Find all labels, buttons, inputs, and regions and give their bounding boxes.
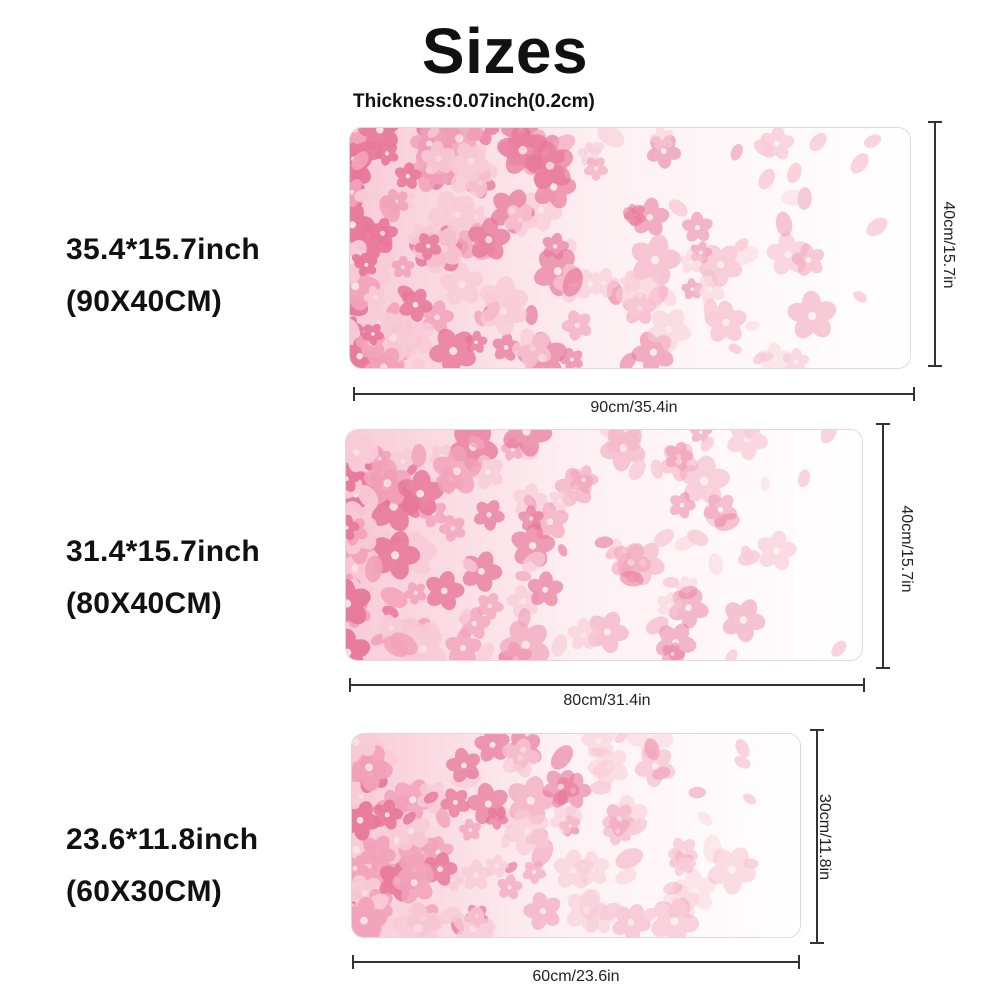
- size-cm: (90X40CM): [66, 285, 223, 318]
- width-dimension-line: [349, 678, 865, 692]
- width-dimension-line: [353, 387, 915, 401]
- size-cm: (60X30CM): [66, 875, 223, 908]
- thickness-label: Thickness:0.07inch(0.2cm): [353, 91, 595, 112]
- size-label-small: 23.6*11.8inch (60X30CM): [66, 814, 258, 918]
- mousepad-image-medium: [346, 430, 862, 660]
- height-dimension-line: [810, 729, 824, 944]
- size-label-large: 35.4*15.7inch (90X40CM): [66, 224, 260, 328]
- height-dimension-line: [876, 423, 890, 669]
- cherry-blossom-pattern: [346, 430, 862, 660]
- size-inch: 23.6*11.8inch: [66, 823, 259, 856]
- size-inch: 35.4*15.7inch: [66, 233, 261, 266]
- size-cm: (80X40CM): [66, 587, 223, 620]
- mousepad-image-small: [352, 734, 800, 937]
- mousepad-image-large: [350, 128, 910, 368]
- width-dimension-label: 80cm/31.4in: [563, 692, 651, 709]
- height-dimension-label: 30cm/11.8in: [816, 794, 833, 880]
- height-dimension-label: 40cm/15.7in: [898, 505, 915, 593]
- width-dimension-line: [352, 955, 800, 969]
- size-inch: 31.4*15.7inch: [66, 535, 261, 568]
- cherry-blossom-pattern: [352, 734, 800, 937]
- height-dimension-label: 40cm/15.7in: [940, 201, 957, 289]
- cherry-blossom-pattern: [350, 128, 910, 368]
- width-dimension-label: 60cm/23.6in: [532, 968, 620, 985]
- height-dimension-line: [928, 121, 942, 367]
- page-title: Sizes: [421, 15, 589, 87]
- size-label-medium: 31.4*15.7inch (80X40CM): [66, 526, 260, 630]
- width-dimension-label: 90cm/35.4in: [590, 399, 678, 416]
